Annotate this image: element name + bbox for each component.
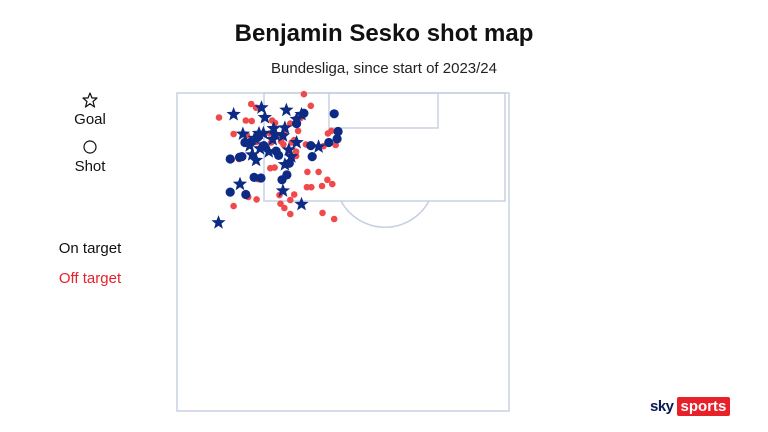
- goal-star-marker: [277, 120, 292, 134]
- goal-star-marker: [294, 106, 309, 121]
- legend-shot-label: Shot: [74, 158, 106, 175]
- shot-off-target-marker: [271, 164, 278, 171]
- shot-off-target-marker: [307, 102, 315, 110]
- shot-off-target-marker: [294, 127, 302, 135]
- shot-on-target-marker: [324, 137, 334, 148]
- goal-star-marker: [254, 100, 269, 114]
- shot-off-target-marker: [277, 200, 284, 207]
- legend-off-target: Off target: [58, 270, 122, 287]
- shot-off-target-marker: [329, 180, 336, 188]
- shot-off-target-marker: [324, 130, 332, 137]
- circle-outline-icon: [83, 140, 97, 154]
- shot-off-target-marker: [230, 202, 237, 210]
- legend-goal: Goal: [50, 92, 130, 128]
- goal-star-marker: [247, 130, 262, 145]
- shot-off-target-marker: [287, 210, 294, 218]
- shot-off-target-marker: [215, 114, 223, 121]
- goal-star-marker: [266, 121, 281, 135]
- goal-star-marker: [256, 125, 271, 140]
- shot-off-target-marker: [287, 120, 294, 127]
- legend-goal-label: Goal: [74, 111, 106, 128]
- goal-star-marker: [232, 176, 248, 191]
- goal-star-marker: [284, 149, 299, 163]
- goal-star-marker: [281, 142, 296, 156]
- goal-star-marker: [265, 132, 280, 146]
- chart-subtitle: Bundesliga, since start of 2023/24: [271, 60, 497, 77]
- goal-star-marker: [311, 139, 326, 153]
- goal-star-marker: [275, 128, 291, 142]
- penalty-arc: [340, 200, 430, 228]
- goal-star-marker: [235, 126, 250, 140]
- shot-off-target-marker: [330, 215, 338, 223]
- sky-sports-logo: sky sports: [650, 396, 731, 416]
- goal-star-marker: [261, 144, 276, 158]
- goal-star-marker: [289, 135, 304, 149]
- pitch-outline: [176, 92, 510, 412]
- shot-off-target-marker: [253, 196, 260, 203]
- shot-on-target-marker: [225, 154, 235, 164]
- goal-star-marker: [277, 157, 292, 171]
- shot-on-target-marker: [256, 173, 266, 183]
- shot-off-target-marker: [324, 176, 331, 184]
- goal-star-marker: [257, 110, 272, 124]
- shot-off-target-marker: [247, 100, 255, 108]
- goal-star-marker: [294, 196, 309, 211]
- chart-title: Benjamin Sesko shot map: [234, 20, 534, 47]
- shot-off-target-marker: [304, 168, 311, 176]
- shot-off-target-marker: [290, 191, 298, 198]
- goal-star-marker: [245, 147, 260, 161]
- shot-off-target-marker: [318, 182, 326, 190]
- shot-on-target-marker: [306, 141, 316, 151]
- shot-off-target-marker: [287, 196, 294, 204]
- star-outline-icon: [82, 92, 98, 108]
- shot-off-target-marker: [242, 117, 250, 124]
- six-yard-box: [328, 92, 439, 129]
- brand-sports-text: sports: [676, 396, 731, 416]
- goal-star-marker: [226, 106, 241, 121]
- goal-star-marker: [242, 138, 257, 152]
- shot-on-target-marker: [307, 152, 317, 162]
- shot-on-target-marker: [274, 150, 284, 160]
- shot-on-target-marker: [332, 134, 342, 144]
- shot-off-target-marker: [308, 183, 315, 191]
- shot-on-target-marker: [333, 126, 343, 137]
- shot-off-target-marker: [281, 204, 288, 212]
- shot-on-target-marker: [249, 172, 259, 182]
- goal-star-marker: [289, 111, 304, 126]
- shot-off-target-marker: [280, 141, 287, 148]
- shot-on-target-marker: [225, 187, 235, 197]
- goal-star-marker: [211, 215, 226, 229]
- goal-star-marker: [268, 127, 283, 141]
- shot-on-target-marker: [277, 175, 287, 185]
- goal-star-marker: [279, 102, 294, 117]
- goal-star-marker: [275, 183, 291, 197]
- goal-star-marker: [249, 152, 264, 167]
- shot-on-target-marker: [241, 189, 251, 200]
- shot-off-target-marker: [319, 209, 326, 217]
- shot-off-target-marker: [315, 168, 322, 176]
- legend-on-target: On target: [58, 240, 122, 257]
- shot-off-target-marker: [248, 117, 255, 125]
- shot-on-target-marker: [329, 109, 339, 119]
- goal-star-marker: [252, 141, 268, 155]
- shot-on-target-marker: [237, 152, 247, 162]
- brand-sky-text: sky: [650, 397, 674, 415]
- shot-off-target-marker: [230, 130, 237, 138]
- legend-shot: Shot: [50, 139, 130, 175]
- shot-off-target-marker: [300, 90, 308, 98]
